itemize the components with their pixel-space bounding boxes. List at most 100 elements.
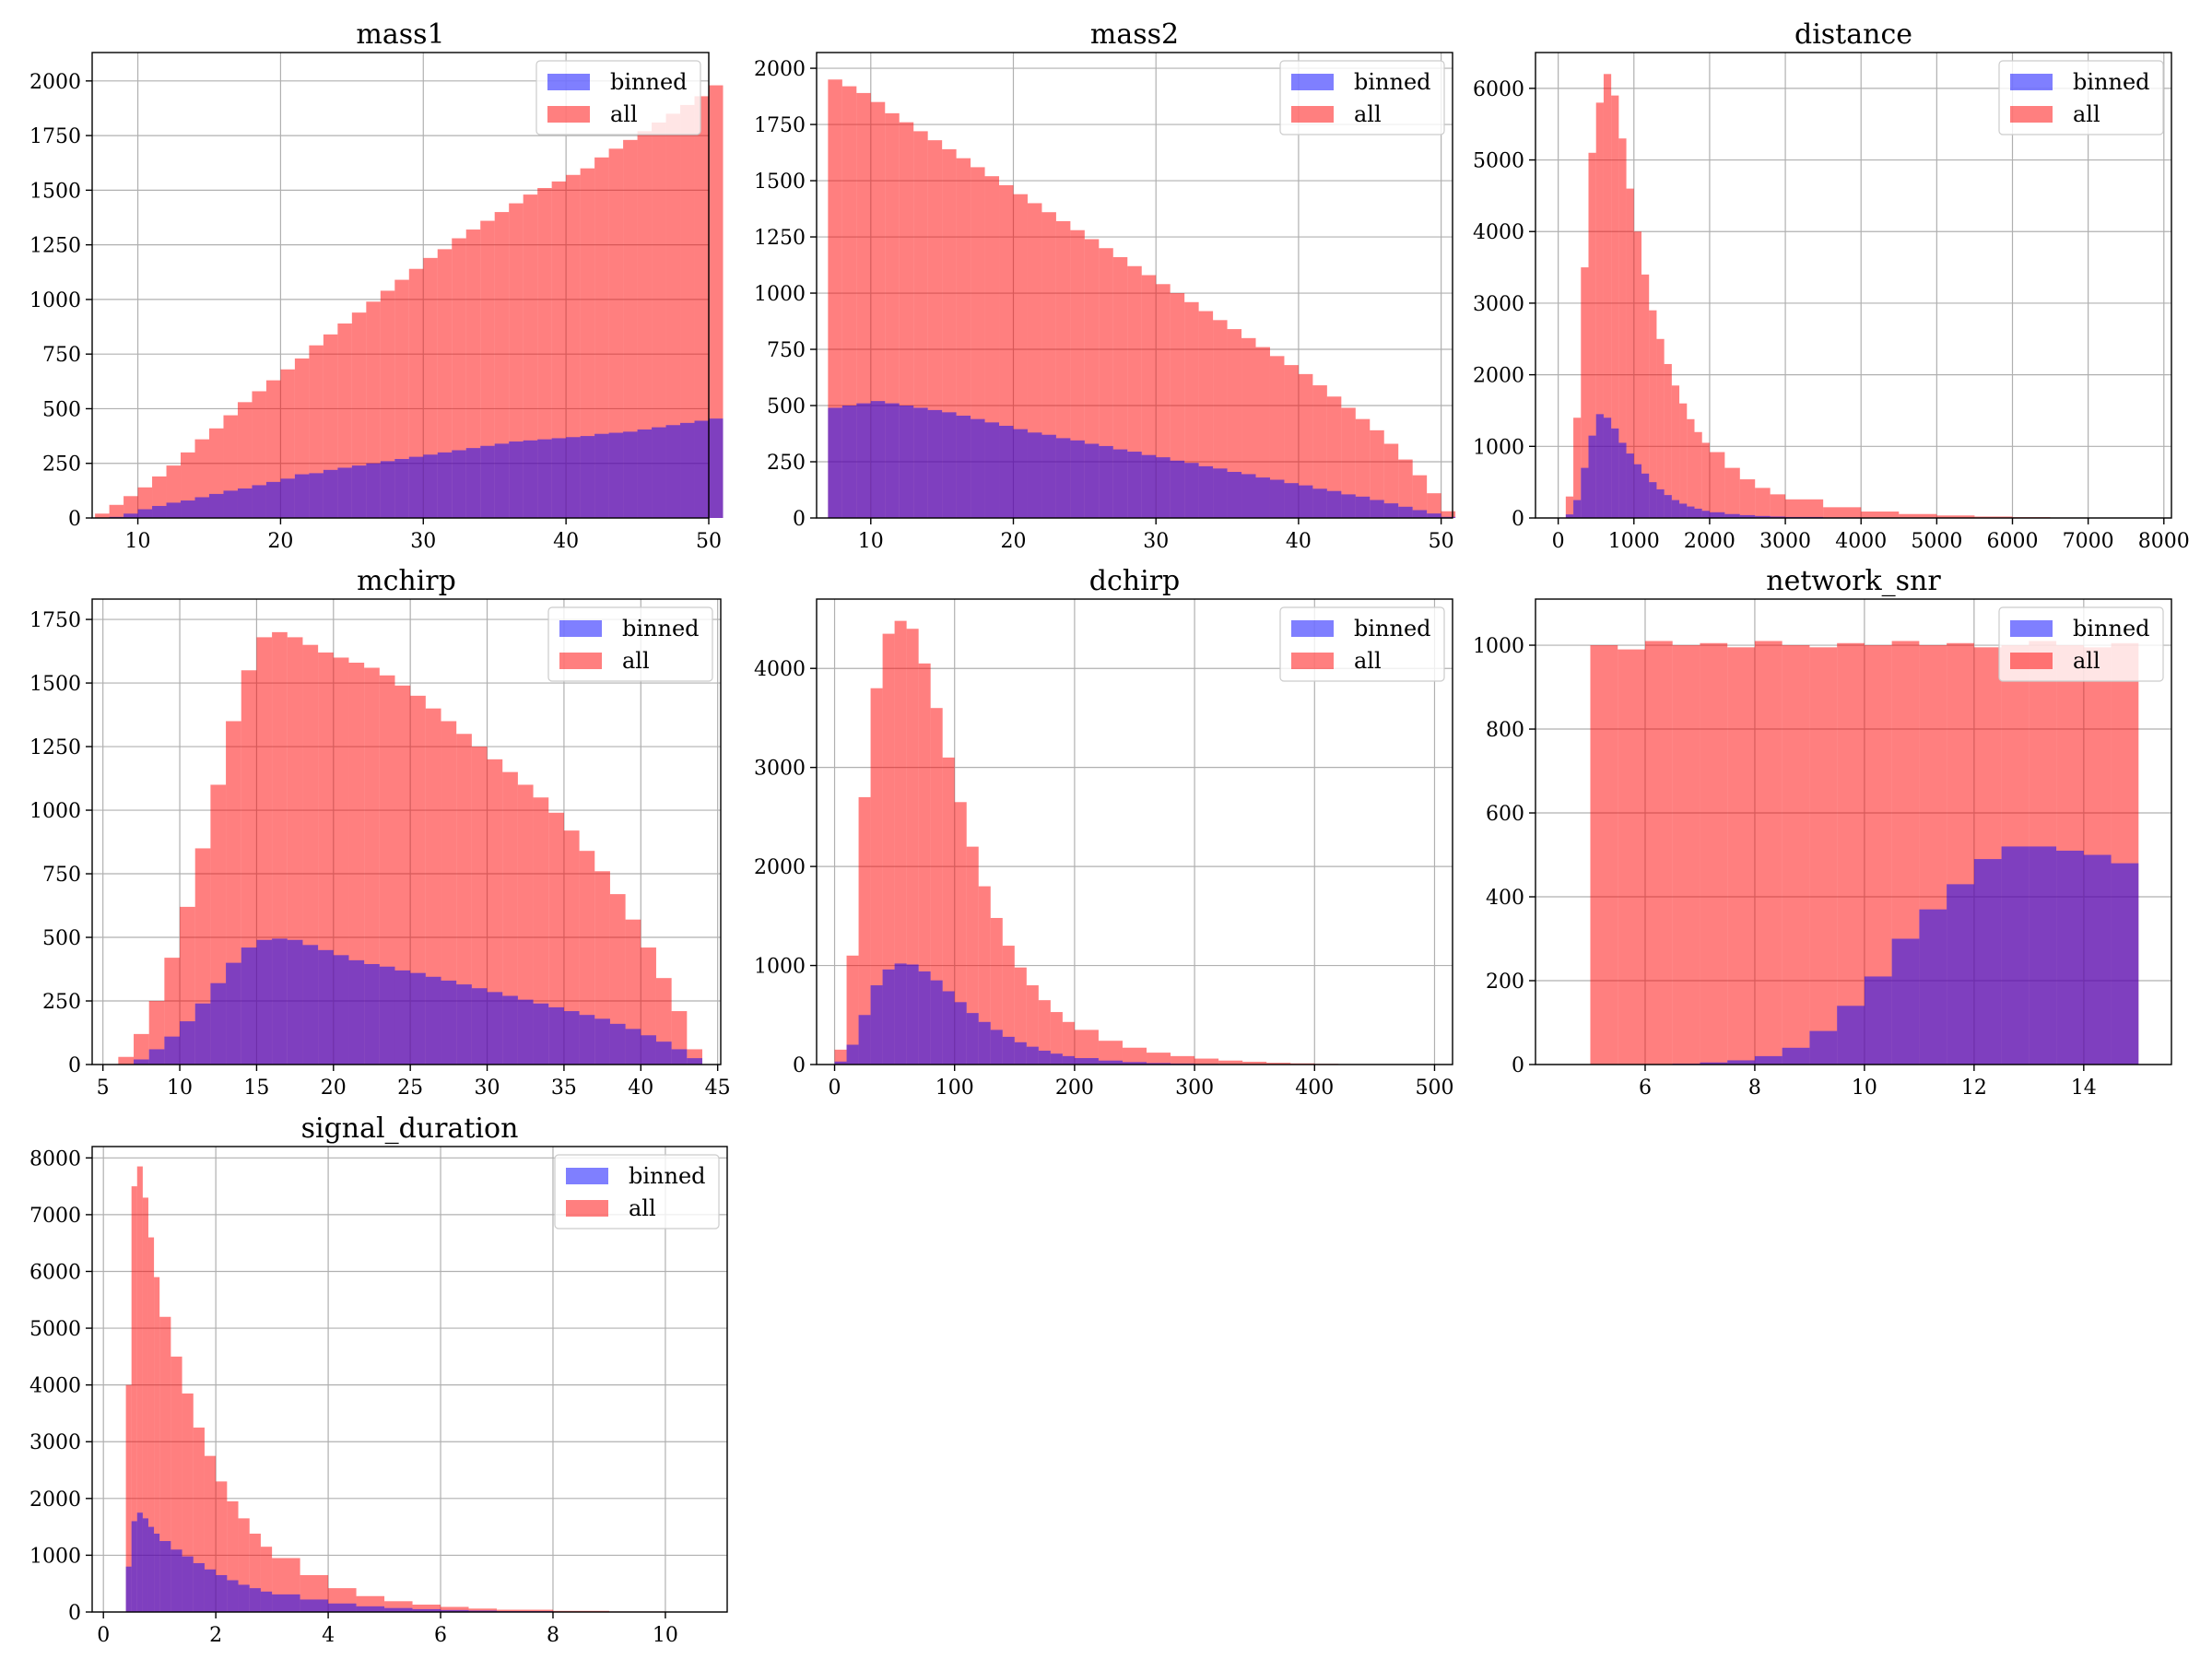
bar-binned <box>2083 854 2112 1065</box>
bar-all <box>882 633 895 1065</box>
bar-binned <box>858 1015 871 1065</box>
y-tick-label: 2000 <box>1473 365 1524 388</box>
subplot-mchirp: 5 10 15 20 25 30 35 40 45 0 250 500 750 1000 1250 1500 1… <box>29 565 731 1100</box>
bar-binned <box>159 1541 171 1612</box>
x-tick-label: 4 <box>322 1624 335 1647</box>
y-tick-label: 750 <box>42 864 81 887</box>
bar-binned <box>1284 483 1299 518</box>
y-tick-label: 0 <box>1512 508 1524 531</box>
chart-title: mass1 <box>356 18 444 51</box>
bar-binned <box>1626 453 1634 518</box>
bar-all <box>566 174 581 518</box>
bar-all <box>594 871 610 1065</box>
bar-binned <box>193 1563 205 1612</box>
bar-all <box>954 802 967 1065</box>
legend-swatch-binned <box>2010 620 2053 637</box>
axes-frame <box>91 52 710 519</box>
x-tick-label: 7000 <box>2063 530 2114 553</box>
x-tick-label: 50 <box>696 530 722 553</box>
x-tick-label: 45 <box>705 1077 731 1100</box>
bar-all <box>1603 74 1612 519</box>
x-tick-label: 35 <box>551 1077 577 1100</box>
bar-all <box>1861 512 1900 518</box>
bar-binned <box>918 971 931 1065</box>
bar-all <box>1618 649 1645 1065</box>
bar-binned <box>2056 850 2084 1065</box>
bar-binned <box>147 1526 155 1612</box>
bar-binned <box>408 456 424 518</box>
legend-label-all: all <box>2073 101 2100 127</box>
bar-binned <box>1312 488 1327 518</box>
bar-all <box>136 1166 143 1612</box>
bar-binned <box>548 1006 564 1065</box>
bar-binned <box>241 947 257 1065</box>
y-tick-label: 250 <box>767 452 806 475</box>
bar-all <box>1026 985 1039 1065</box>
bar-binned <box>441 980 457 1065</box>
y-tick-label: 1750 <box>754 114 806 137</box>
bar-binned <box>1147 1063 1171 1065</box>
bar-all <box>858 796 871 1065</box>
bar-all <box>1427 493 1441 518</box>
bar-all <box>1809 647 1838 1065</box>
bar-all <box>1398 459 1413 518</box>
legend-label-all: all <box>610 101 638 127</box>
bar-binned <box>1170 460 1185 518</box>
bar-binned <box>1687 506 1695 518</box>
bar-binned <box>502 995 518 1065</box>
x-tick-label: 15 <box>243 1077 269 1100</box>
bar-binned <box>1755 515 1771 518</box>
bar-binned <box>1355 496 1371 518</box>
bar-all <box>1050 1012 1063 1065</box>
bar-all <box>408 268 424 518</box>
subplot-signal_duration: 0 2 4 6 8 10 0 1000 2000 3000 4000 5000 6000 7000 8000… <box>29 1112 728 1647</box>
bar-binned <box>323 469 338 518</box>
x-tick-label: 40 <box>1286 530 1312 553</box>
bar-all <box>423 257 438 518</box>
bar-all <box>95 513 110 518</box>
bar-binned <box>899 406 914 518</box>
bar-binned <box>465 448 481 518</box>
legend-label-all: all <box>2073 648 2100 674</box>
bar-all <box>594 157 609 519</box>
bar-binned <box>1671 500 1680 518</box>
x-tick-label: 25 <box>397 1077 423 1100</box>
bar-binned <box>238 1584 250 1612</box>
y-tick-label: 0 <box>1512 1054 1524 1077</box>
bar-all <box>870 688 883 1065</box>
bar-binned <box>366 463 381 518</box>
bar-all <box>502 771 518 1065</box>
bar-all <box>131 1186 137 1612</box>
bar-binned <box>841 406 857 518</box>
bar-all <box>465 229 481 519</box>
bar-binned <box>1973 859 2002 1065</box>
bar-binned <box>966 1013 979 1065</box>
legend-swatch-all <box>1291 106 1334 123</box>
y-tick-label: 250 <box>42 453 81 477</box>
bar-all <box>1269 356 1285 518</box>
y-tick-label: 1000 <box>1473 436 1524 459</box>
bar-all <box>1739 479 1756 518</box>
bar-binned <box>984 422 1000 518</box>
x-tick-label: 8 <box>547 1624 559 1647</box>
x-tick-label: 10 <box>653 1624 678 1647</box>
legend-label-all: all <box>622 648 650 674</box>
bar-all <box>709 85 724 518</box>
bar-all <box>966 846 979 1065</box>
legend-swatch-binned <box>547 74 590 90</box>
legend-swatch-binned <box>2010 74 2053 90</box>
bar-binned <box>990 1030 1003 1065</box>
y-tick-label: 750 <box>42 344 81 367</box>
bar-binned <box>1099 445 1113 518</box>
bar-all <box>942 757 955 1065</box>
bar-binned <box>272 1594 300 1612</box>
bar-binned <box>1014 1041 1027 1065</box>
bar-all <box>978 886 991 1065</box>
bar-all <box>412 1604 441 1612</box>
x-tick-label: 14 <box>2071 1077 2097 1100</box>
bar-all <box>665 113 681 518</box>
bar-binned <box>1062 1055 1075 1065</box>
bar-binned <box>1724 513 1740 518</box>
bar-binned <box>885 403 900 518</box>
bar-binned <box>1649 482 1657 518</box>
